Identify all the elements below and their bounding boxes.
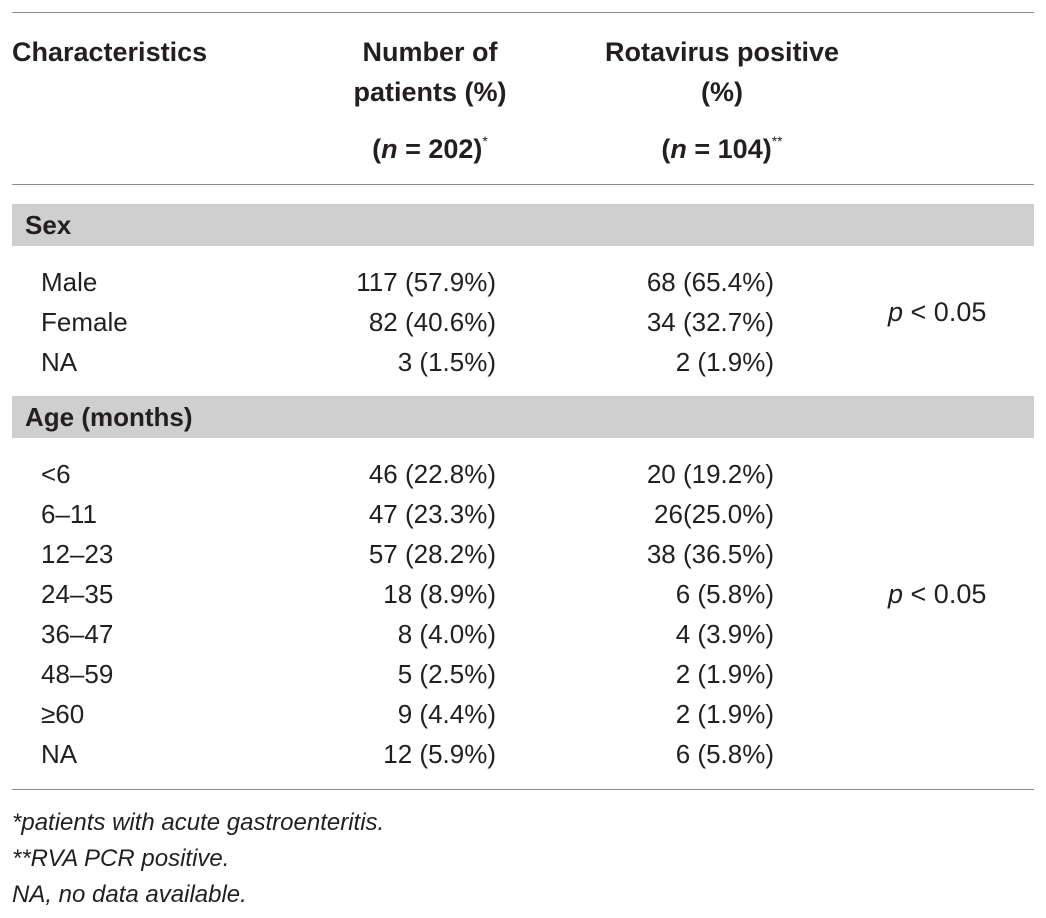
header-col3-line2: (%) [701,77,743,107]
row-positive: 20 (19.2%) [646,459,774,489]
row-patients: 82 (40.6%) [368,307,496,337]
footnote: **RVA PCR positive. [12,845,230,872]
row-label: 6–11 [41,499,97,529]
row-label: NA [41,739,78,769]
row-label: Male [41,267,98,297]
age-p-value: p < 0.05 [888,579,987,609]
section-band-age: Age (months) [12,396,1034,438]
row-positive: 2 (1.9%) [675,699,774,729]
section-label-age: Age (months) [25,402,193,432]
row-patients: 9 (4.4%) [397,699,496,729]
row-patients: 8 (4.0%) [397,619,496,649]
footnote-marker-double: ** [771,133,783,149]
row-label: 24–35 [41,579,114,609]
row-label: ≥60 [41,699,85,729]
row-label: <6 [41,459,71,489]
row-patients: 117 (57.9%) [356,267,496,297]
row-positive: 6 (5.8%) [675,579,774,609]
row-positive: 68 (65.4%) [646,267,774,297]
section-band-sex: Sex [12,204,1034,246]
sex-p-value: p < 0.05 [888,297,987,327]
row-label: Female [41,307,128,337]
footnote: *patients with acute gastroenteritis. [12,809,385,836]
header-col2-line2: patients (%) [353,77,507,107]
row-label: NA [41,347,78,377]
header-characteristics: Characteristics [12,37,208,67]
row-label: 36–47 [41,619,114,649]
row-positive: 4 (3.9%) [675,619,774,649]
row-patients: 3 (1.5%) [397,347,496,377]
header-rotavirus-positive: Rotavirus positive (%) (n = 104)** [572,32,872,169]
header-col2-n: (n = 202)* [372,133,488,164]
row-positive: 2 (1.9%) [675,347,774,377]
header-col3-n: (n = 104)** [661,133,783,164]
row-positive: 38 (36.5%) [646,539,774,569]
table-bottom-rule [12,789,1034,790]
row-patients: 46 (22.8%) [368,459,496,489]
row-positive: 34 (32.7%) [646,307,774,337]
row-patients: 57 (28.2%) [368,539,496,569]
section-label-sex: Sex [25,210,72,240]
table-top-rule [12,12,1034,13]
row-positive: 26(25.0%) [654,499,774,529]
row-positive: 2 (1.9%) [675,659,774,689]
row-patients: 47 (23.3%) [368,499,496,529]
row-label: 48–59 [41,659,114,689]
row-patients: 18 (8.9%) [383,579,496,609]
header-col3-line1: Rotavirus positive [604,37,840,67]
row-patients: 12 (5.9%) [383,739,496,769]
header-col2-line1: Number of [362,37,498,67]
header-bottom-rule [12,184,1034,185]
row-positive: 6 (5.8%) [675,739,774,769]
footnote: NA, no data available. [12,881,247,908]
row-label: 12–23 [41,539,114,569]
footnote-marker-single: * [482,133,488,149]
row-patients: 5 (2.5%) [397,659,496,689]
header-number-of-patients: Number of patients (%) (n = 202)* [300,32,560,169]
